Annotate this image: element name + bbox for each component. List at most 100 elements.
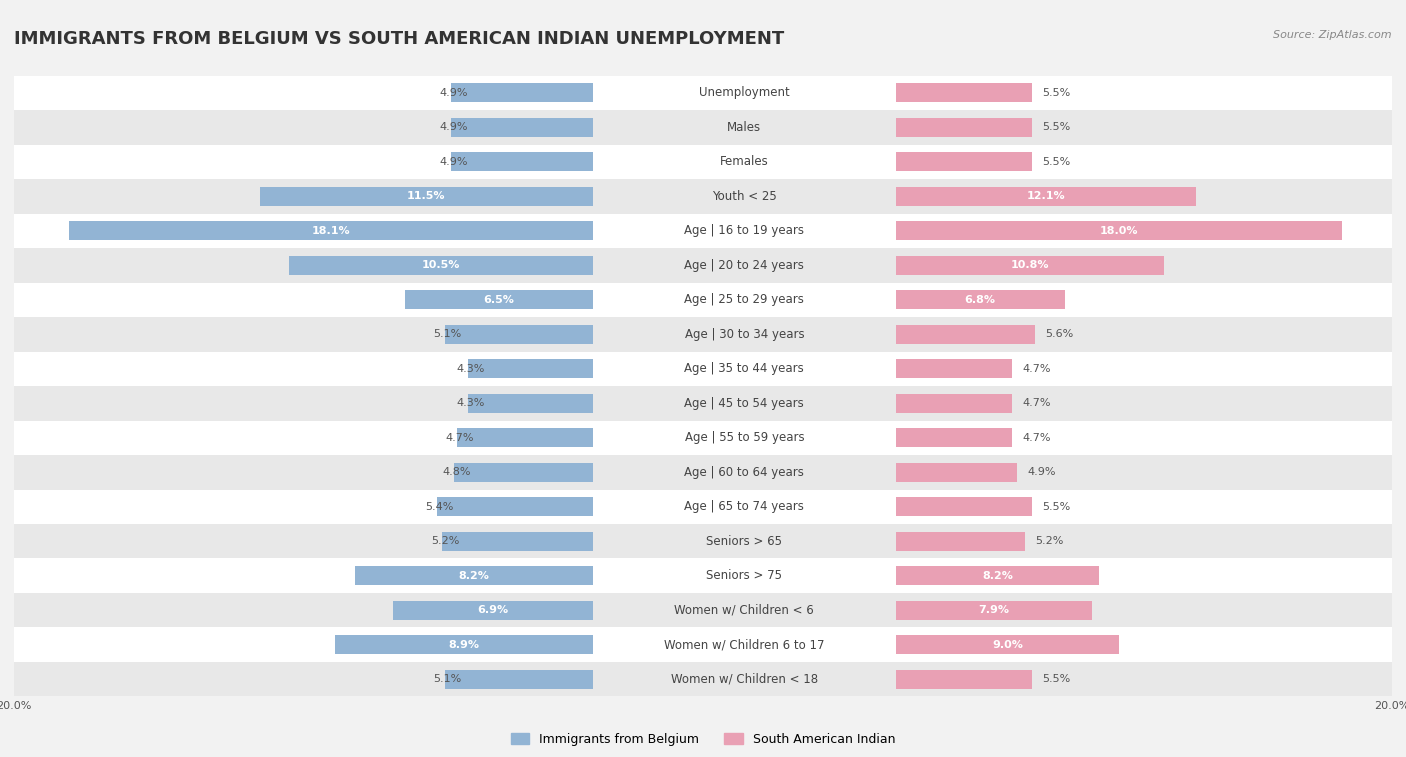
Text: 8.2%: 8.2%: [458, 571, 489, 581]
Bar: [896, 455, 1392, 490]
Bar: [896, 394, 1012, 413]
Bar: [593, 213, 896, 248]
Bar: [14, 317, 593, 351]
Text: 4.9%: 4.9%: [440, 123, 468, 132]
Bar: [593, 455, 896, 490]
Text: Age | 65 to 74 years: Age | 65 to 74 years: [685, 500, 804, 513]
Bar: [896, 386, 1392, 421]
Text: Unemployment: Unemployment: [699, 86, 790, 99]
Bar: [260, 187, 593, 206]
Bar: [896, 497, 1032, 516]
Bar: [593, 628, 896, 662]
Text: Age | 60 to 64 years: Age | 60 to 64 years: [685, 466, 804, 478]
Text: 4.8%: 4.8%: [443, 467, 471, 477]
Bar: [896, 83, 1032, 102]
Bar: [593, 179, 896, 213]
Bar: [451, 152, 593, 171]
Text: Age | 35 to 44 years: Age | 35 to 44 years: [685, 363, 804, 375]
Legend: Immigrants from Belgium, South American Indian: Immigrants from Belgium, South American …: [506, 727, 900, 751]
Bar: [14, 593, 593, 628]
Bar: [593, 76, 896, 111]
Bar: [896, 490, 1392, 524]
Bar: [593, 145, 896, 179]
Text: 4.7%: 4.7%: [1022, 364, 1050, 374]
Bar: [896, 111, 1392, 145]
Bar: [468, 394, 593, 413]
Bar: [394, 601, 593, 620]
Text: 4.9%: 4.9%: [440, 157, 468, 167]
Text: 8.2%: 8.2%: [983, 571, 1014, 581]
Bar: [896, 325, 1035, 344]
Bar: [14, 455, 593, 490]
Text: IMMIGRANTS FROM BELGIUM VS SOUTH AMERICAN INDIAN UNEMPLOYMENT: IMMIGRANTS FROM BELGIUM VS SOUTH AMERICA…: [14, 30, 785, 48]
Bar: [896, 282, 1392, 317]
Bar: [356, 566, 593, 585]
Text: 4.9%: 4.9%: [1028, 467, 1056, 477]
Text: Males: Males: [727, 121, 762, 134]
Text: Age | 45 to 54 years: Age | 45 to 54 years: [685, 397, 804, 410]
Text: Seniors > 75: Seniors > 75: [706, 569, 782, 582]
Bar: [896, 463, 1018, 481]
Text: Youth < 25: Youth < 25: [711, 190, 776, 203]
Bar: [335, 635, 593, 654]
Bar: [14, 524, 593, 559]
Bar: [896, 248, 1392, 282]
Bar: [593, 490, 896, 524]
Text: 11.5%: 11.5%: [408, 192, 446, 201]
Bar: [593, 111, 896, 145]
Text: 4.7%: 4.7%: [1022, 398, 1050, 408]
Bar: [446, 670, 593, 689]
Text: 4.3%: 4.3%: [457, 364, 485, 374]
Bar: [593, 593, 896, 628]
Bar: [14, 628, 593, 662]
Bar: [593, 386, 896, 421]
Bar: [896, 256, 1164, 275]
Bar: [14, 351, 593, 386]
Text: 5.5%: 5.5%: [1042, 88, 1070, 98]
Bar: [14, 386, 593, 421]
Text: 18.0%: 18.0%: [1099, 226, 1139, 236]
Text: 5.1%: 5.1%: [433, 674, 463, 684]
Text: 5.5%: 5.5%: [1042, 502, 1070, 512]
Bar: [896, 428, 1012, 447]
Bar: [896, 291, 1064, 310]
Text: Seniors > 65: Seniors > 65: [706, 534, 782, 548]
Text: 5.6%: 5.6%: [1045, 329, 1073, 339]
Text: 5.4%: 5.4%: [425, 502, 453, 512]
Bar: [896, 152, 1032, 171]
Text: 5.5%: 5.5%: [1042, 674, 1070, 684]
Text: 4.7%: 4.7%: [446, 433, 474, 443]
Bar: [593, 524, 896, 559]
Bar: [593, 662, 896, 696]
Bar: [896, 179, 1392, 213]
Bar: [896, 187, 1197, 206]
Text: 4.7%: 4.7%: [1022, 433, 1050, 443]
Bar: [896, 221, 1343, 241]
Bar: [896, 145, 1392, 179]
Bar: [451, 118, 593, 137]
Bar: [69, 221, 593, 241]
Bar: [896, 662, 1392, 696]
Bar: [14, 213, 593, 248]
Text: 4.9%: 4.9%: [440, 88, 468, 98]
Bar: [405, 291, 593, 310]
Bar: [290, 256, 593, 275]
Bar: [896, 601, 1092, 620]
Text: Age | 25 to 29 years: Age | 25 to 29 years: [685, 294, 804, 307]
Text: 8.9%: 8.9%: [449, 640, 479, 650]
Bar: [468, 360, 593, 378]
Bar: [14, 179, 593, 213]
Bar: [14, 282, 593, 317]
Text: 5.2%: 5.2%: [430, 536, 460, 547]
Bar: [454, 463, 593, 481]
Bar: [593, 317, 896, 351]
Bar: [593, 421, 896, 455]
Text: 10.8%: 10.8%: [1011, 260, 1049, 270]
Bar: [896, 628, 1392, 662]
Bar: [14, 490, 593, 524]
Text: 6.8%: 6.8%: [965, 295, 995, 305]
Text: Source: ZipAtlas.com: Source: ZipAtlas.com: [1274, 30, 1392, 40]
Text: 5.2%: 5.2%: [1035, 536, 1063, 547]
Bar: [593, 248, 896, 282]
Text: Age | 55 to 59 years: Age | 55 to 59 years: [685, 431, 804, 444]
